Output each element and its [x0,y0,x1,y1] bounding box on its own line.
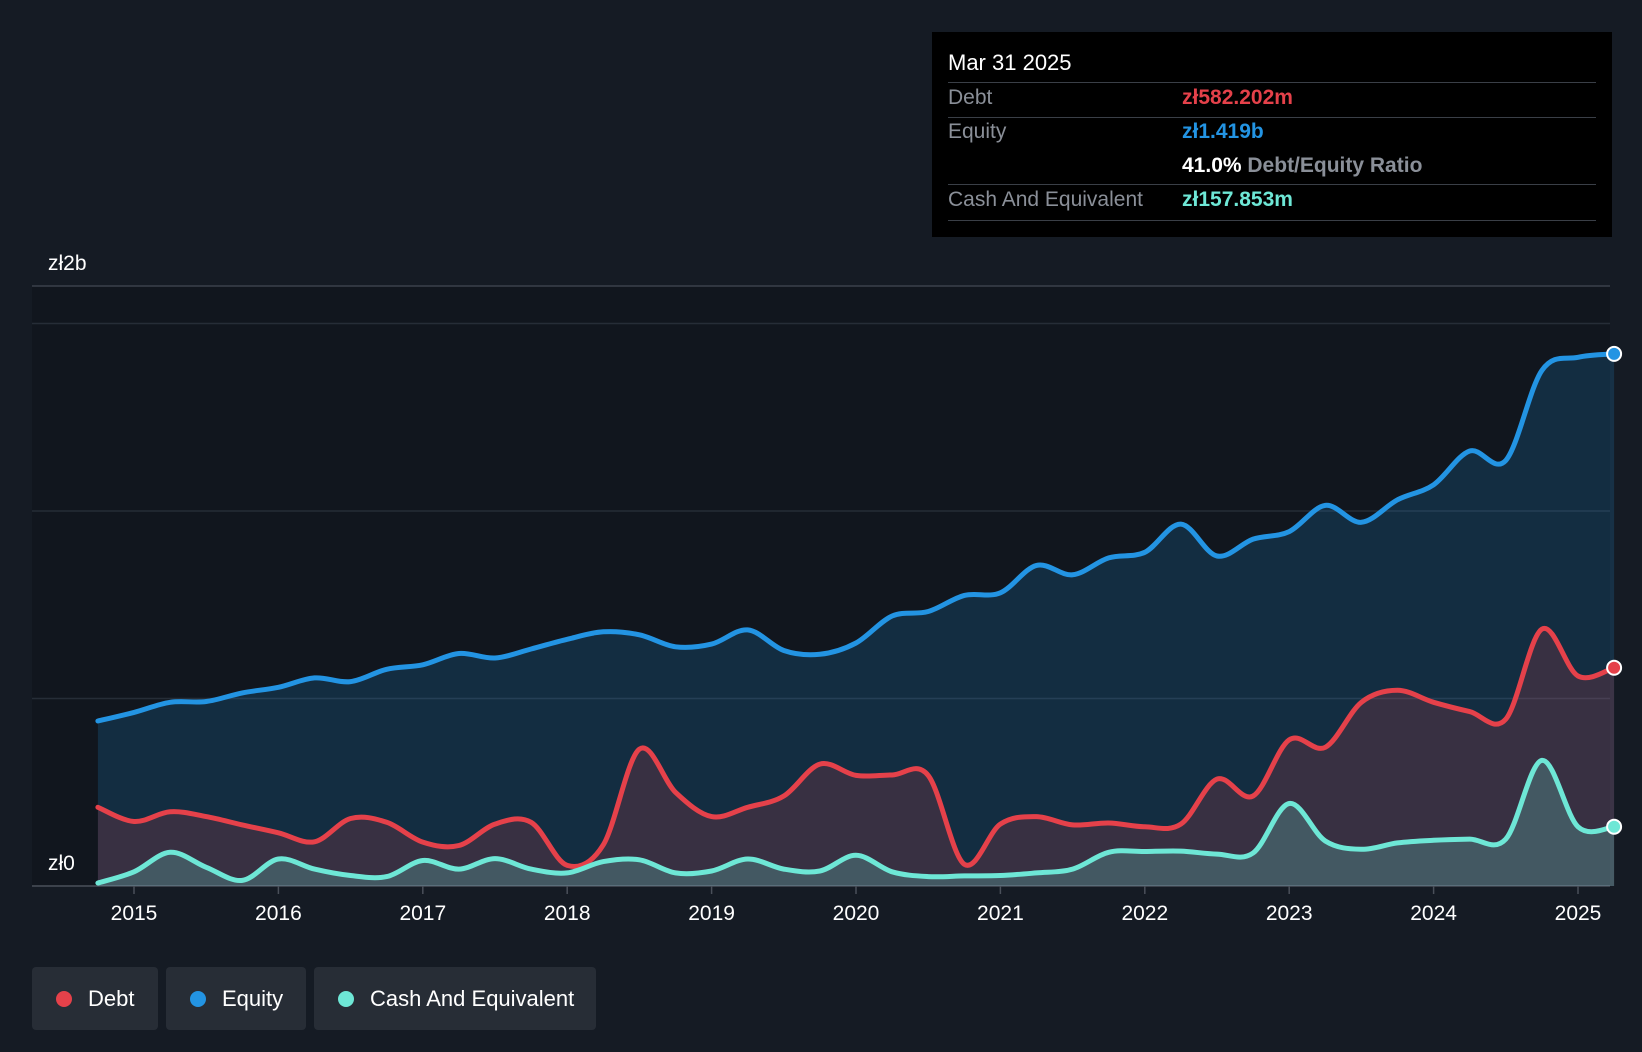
legend-label-debt: Debt [88,985,135,1011]
series-lines [95,351,1617,886]
y-axis-bottom-label: zł0 [48,852,75,875]
equity-area [97,353,1615,886]
x-tick-label: 2021 [977,902,1024,925]
tooltip-divider [948,117,1596,118]
x-tick-label: 2020 [833,902,880,925]
tooltip-cash-value: zł157.853m [1182,188,1293,211]
x-tick-label: 2016 [255,902,302,925]
tooltip-equity-label: Equity [948,120,1007,143]
tooltip-debt-value: zł582.202m [1182,86,1293,109]
series-end-markers [1606,345,1623,835]
legend-item-cash[interactable]: Cash And Equivalent [314,967,596,1030]
cash-and-equivalent-area [97,760,1615,886]
tooltip-debt-label: Debt [948,86,993,109]
x-tick-label: 2019 [688,902,735,925]
tooltip: Mar 31 2025 Debt zł582.202m Equity zł1.4… [932,32,1612,237]
tooltip-ratio: 41.0% Debt/Equity Ratio [1182,154,1422,178]
series-areas [97,353,1615,886]
tooltip-date: Mar 31 2025 [948,50,1072,75]
x-tick-label: 2018 [544,902,591,925]
x-axis: 2015 2016 2017 2018 2019 2020 2021 2022 2023 2024… [111,886,1602,925]
cash-legend-dot [338,990,354,1007]
tooltip-cash-label: Cash And Equivalent [948,188,1143,211]
y-axis-top-label: zł2b [48,252,87,275]
legend-item-debt[interactable]: Debt [32,967,158,1030]
debt-legend-dot [56,990,72,1007]
x-tick-label: 2022 [1121,902,1168,925]
x-tick-label: 2023 [1266,902,1313,925]
cash-and-equivalent-line [95,757,1617,886]
tooltip-ratio-value: 41.0% [1182,154,1242,177]
tooltip-equity-value: zł1.419b [1182,120,1264,143]
legend-label-cash: Cash And Equivalent [370,985,575,1011]
debt-area [97,628,1615,886]
legend-label-equity: Equity [222,985,284,1011]
equity-line [95,351,1617,724]
plot-background [32,286,1610,886]
cash-and-equivalent-end-marker[interactable] [1606,818,1623,835]
tooltip-divider [948,184,1596,185]
grid [32,285,1610,887]
debt-line [95,626,1617,869]
debt-end-marker[interactable] [1606,659,1623,676]
tooltip-divider [948,220,1596,221]
x-tick-label: 2024 [1410,902,1457,925]
x-tick-label: 2017 [399,902,446,925]
x-tick-label: 2015 [111,902,158,925]
tooltip-ratio-label: Debt/Equity Ratio [1247,154,1423,177]
equity-end-marker[interactable] [1606,345,1623,362]
tooltip-divider [948,82,1596,83]
legend-item-equity[interactable]: Equity [166,967,306,1030]
equity-legend-dot [190,990,206,1007]
x-tick-label: 2025 [1555,902,1602,925]
